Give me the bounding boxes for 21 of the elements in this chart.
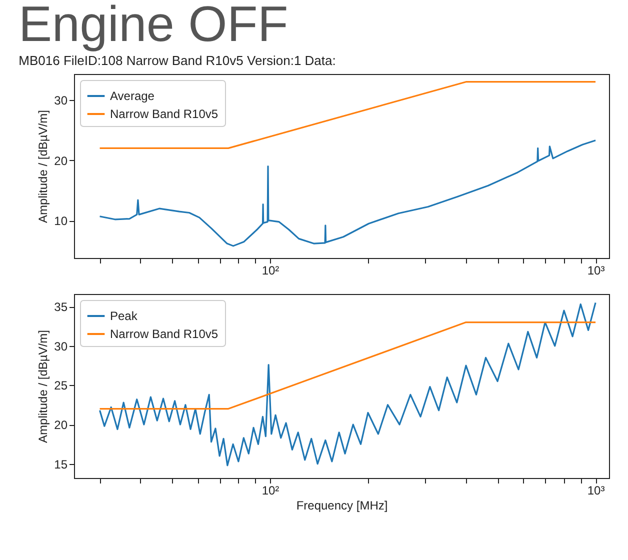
chart-title: Engine OFF xyxy=(18,0,288,52)
y-tick-label: 30 xyxy=(54,339,68,354)
legend-label: Peak xyxy=(110,309,138,323)
chart-subtitle: MB016 FileID:108 Narrow Band R10v5 Version:1 Data: xyxy=(18,53,336,68)
y-tick-label: 15 xyxy=(54,457,68,472)
x-tick-label: 10³ xyxy=(587,264,605,278)
y-axis-title: Amplitude / [dBµV/m] xyxy=(36,330,50,443)
x-axis-title: Frequency [MHz] xyxy=(296,498,388,512)
y-tick-label: 10 xyxy=(54,214,68,228)
x-tick-label: 10² xyxy=(262,484,280,498)
legend-label: Average xyxy=(110,89,155,103)
legend-label: Narrow Band R10v5 xyxy=(110,327,218,341)
y-tick-label: 25 xyxy=(54,378,68,393)
x-tick-label: 10² xyxy=(262,264,280,278)
y-tick-label: 20 xyxy=(54,154,68,168)
y-tick-label: 30 xyxy=(54,93,68,108)
x-tick-label: 10³ xyxy=(587,484,605,498)
legend-label: Narrow Band R10v5 xyxy=(110,107,218,121)
y-tick-label: 20 xyxy=(54,418,68,432)
y-axis-title: Amplitude / [dBµV/m] xyxy=(36,110,50,223)
y-tick-label: 35 xyxy=(54,300,68,314)
